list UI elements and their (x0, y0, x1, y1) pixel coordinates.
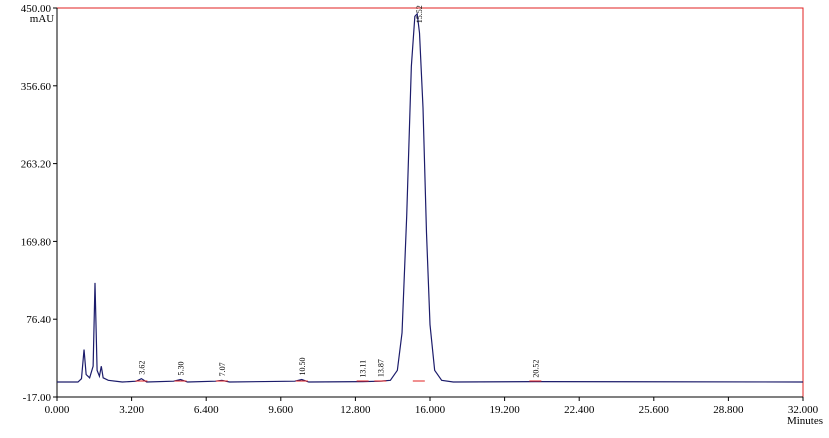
peak-label: 15.52 (415, 5, 424, 23)
peak-label: 3.62 (137, 361, 146, 375)
x-tick-label: 9.600 (268, 404, 293, 416)
x-tick-label: 0.000 (45, 404, 70, 416)
x-tick-label: 3.200 (119, 404, 144, 416)
x-tick-label: 16.000 (415, 404, 446, 416)
x-tick-label: 19.200 (489, 404, 520, 416)
peak-label: 13.11 (359, 360, 368, 378)
trace (57, 12, 804, 383)
y-tick-label: 450.00 (21, 3, 52, 15)
y-tick-label: 169.80 (21, 236, 52, 248)
y-tick-label: 263.20 (21, 159, 52, 171)
peak-label: 7.07 (218, 362, 227, 376)
peak-label: 5.30 (177, 362, 186, 376)
x-axis-label: Minutes (787, 415, 823, 427)
y-tick-label: 356.60 (21, 81, 52, 93)
plot-frame (56, 7, 804, 398)
x-tick-label: 6.400 (194, 404, 219, 416)
x-tick-label: 12.800 (340, 404, 371, 416)
peak-label: 20.52 (531, 360, 540, 378)
y-unit: mAU (30, 13, 55, 25)
x-tick-label: 22.400 (564, 404, 595, 416)
x-tick-label: 28.800 (713, 404, 744, 416)
x-tick-label: 25.600 (639, 404, 670, 416)
x-tick-label: 32.000 (788, 404, 819, 416)
peak-label: 13.87 (376, 359, 385, 377)
y-tick-label: 76.40 (26, 314, 51, 326)
peak-label: 10.50 (298, 358, 307, 376)
y-tick-label: -17.00 (23, 392, 52, 404)
